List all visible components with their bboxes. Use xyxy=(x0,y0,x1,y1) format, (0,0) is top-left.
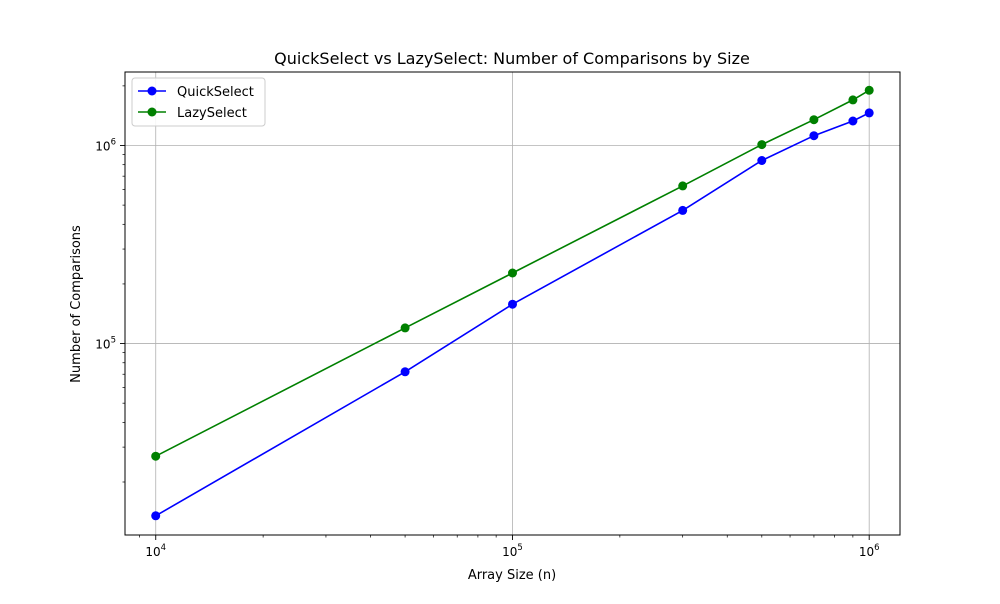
quickselect-point xyxy=(848,116,858,126)
quickselect-point xyxy=(678,205,688,215)
y-tick-label: 106 xyxy=(95,137,116,153)
lazyselect-point xyxy=(678,181,688,191)
quickselect-point xyxy=(508,299,517,309)
lazyselect-legend-marker xyxy=(147,107,157,117)
x-tick-exponent: 6 xyxy=(874,543,879,553)
quickselect-point xyxy=(757,156,767,165)
x-tick-label: 104 xyxy=(145,543,166,559)
lazyselect-point xyxy=(400,323,410,333)
quickselect-point xyxy=(864,108,874,118)
lazyselect-legend-label: LazySelect xyxy=(177,106,247,121)
chart-title: QuickSelect vs LazySelect: Number of Com… xyxy=(274,49,750,68)
quickselect-point xyxy=(809,131,819,141)
legend-box xyxy=(131,77,266,127)
x-tick-base: 10 xyxy=(502,545,517,559)
x-tick-base: 10 xyxy=(859,545,874,559)
x-axis-label: Array Size (n) xyxy=(468,568,556,583)
y-axis-label: Number of Comparisons xyxy=(69,225,84,383)
x-tick-exponent: 5 xyxy=(517,543,522,553)
x-tick-label: 105 xyxy=(502,543,523,559)
lazyselect-point xyxy=(809,115,819,125)
x-tick-label: 106 xyxy=(859,543,880,559)
quickselect-line xyxy=(155,112,870,517)
lazyselect-point xyxy=(757,140,767,150)
lazyselect-point xyxy=(151,451,161,461)
y-tick-exponent: 5 xyxy=(111,336,116,346)
quickselect-point xyxy=(151,511,161,521)
quickselect-legend-label: QuickSelect xyxy=(177,85,254,100)
x-tick-exponent: 4 xyxy=(161,543,166,553)
lazyselect-line xyxy=(155,89,870,457)
legend: QuickSelect LazySelect xyxy=(131,77,266,127)
y-tick-exponent: 6 xyxy=(111,137,116,147)
quickselect-point xyxy=(400,367,410,377)
lazyselect-point xyxy=(508,268,517,278)
quickselect-legend-marker xyxy=(147,86,157,96)
lazyselect-point xyxy=(864,85,874,95)
series-layer xyxy=(151,85,874,521)
y-tick-label: 105 xyxy=(95,336,116,352)
x-tick-base: 10 xyxy=(145,545,160,559)
y-tick-base: 10 xyxy=(95,139,110,153)
lazyselect-point xyxy=(848,95,858,105)
x-axis: 104 105 106 xyxy=(139,535,880,559)
y-tick-base: 10 xyxy=(95,338,110,352)
